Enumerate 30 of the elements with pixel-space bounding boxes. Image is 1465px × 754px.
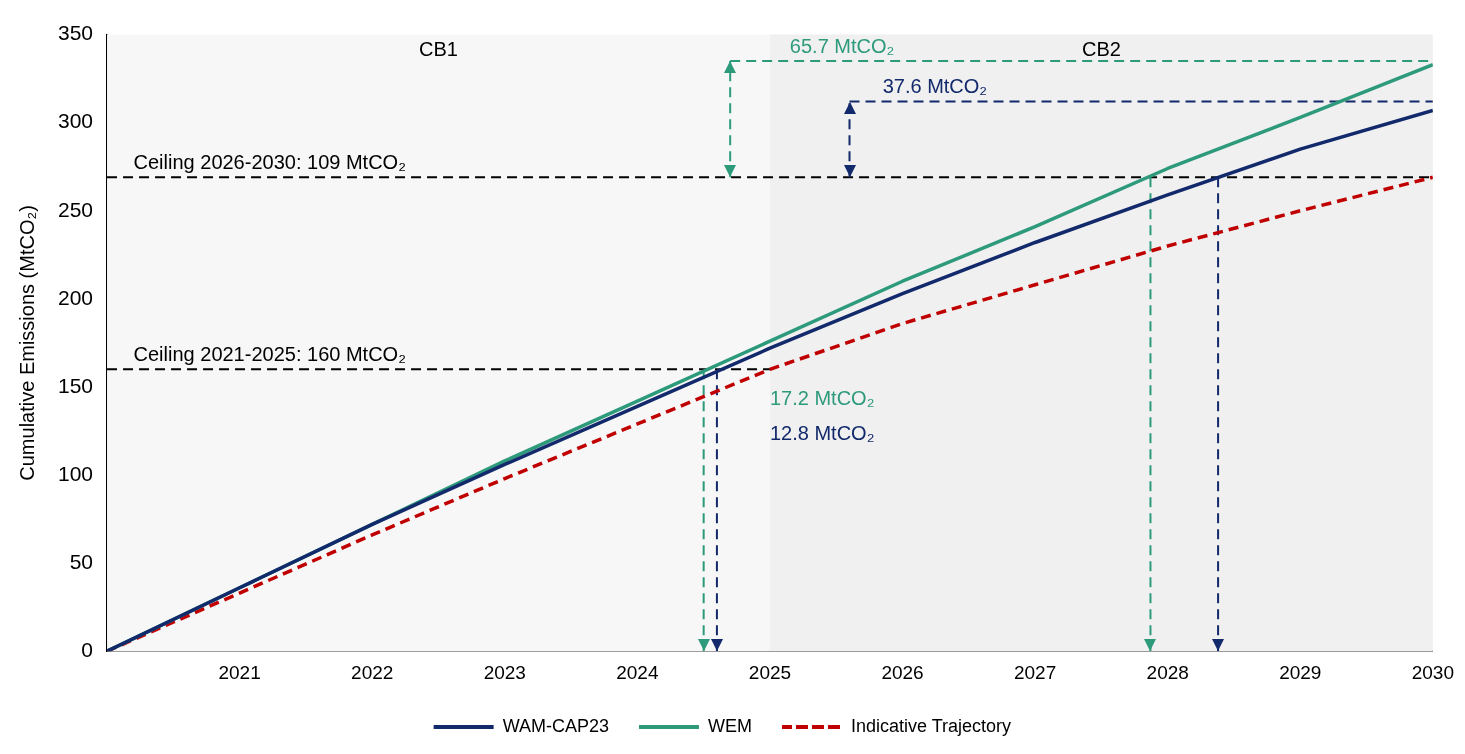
y-tick-label: 50 [69, 549, 94, 573]
x-tick-label: 2025 [748, 661, 792, 683]
y-tick-label: 0 [81, 638, 94, 661]
x-tick-label: 2027 [1013, 661, 1057, 683]
legend-label: WAM-CAP23 [502, 715, 609, 736]
band-label: CB2 [1081, 38, 1121, 61]
y-tick-label: 300 [57, 109, 94, 133]
y-tick-label: 200 [57, 285, 94, 309]
annotation: 65.7 MtCO₂ [789, 34, 895, 57]
band-label: CB1 [419, 38, 458, 61]
y-tick-label: 250 [57, 197, 94, 221]
annotation: Ceiling 2026-2030: 109 MtCO₂ [133, 150, 406, 173]
legend-label: Indicative Trajectory [850, 715, 1012, 736]
x-tick-label: 2023 [483, 661, 526, 683]
x-tick-label: 2028 [1146, 661, 1189, 683]
x-tick-label: 2030 [1411, 661, 1455, 683]
x-tick-label: 2024 [616, 661, 659, 683]
y-axis-title: Cumulative Emissions (MtCO₂) [15, 205, 38, 481]
x-tick-label: 2026 [881, 661, 924, 683]
annotation: 17.2 MtCO₂ [769, 386, 875, 409]
annotation: 12.8 MtCO₂ [769, 422, 875, 445]
x-tick-label: 2022 [351, 661, 394, 683]
annotation: 37.6 MtCO₂ [882, 75, 988, 98]
x-tick-label: 2021 [218, 661, 261, 683]
y-tick-label: 150 [57, 373, 94, 397]
legend-label: WEM [707, 715, 752, 736]
y-tick-label: 100 [57, 461, 94, 485]
annotation: Ceiling 2021-2025: 160 MtCO₂ [133, 342, 406, 365]
y-tick-label: 350 [57, 21, 94, 45]
x-tick-label: 2029 [1279, 661, 1322, 683]
